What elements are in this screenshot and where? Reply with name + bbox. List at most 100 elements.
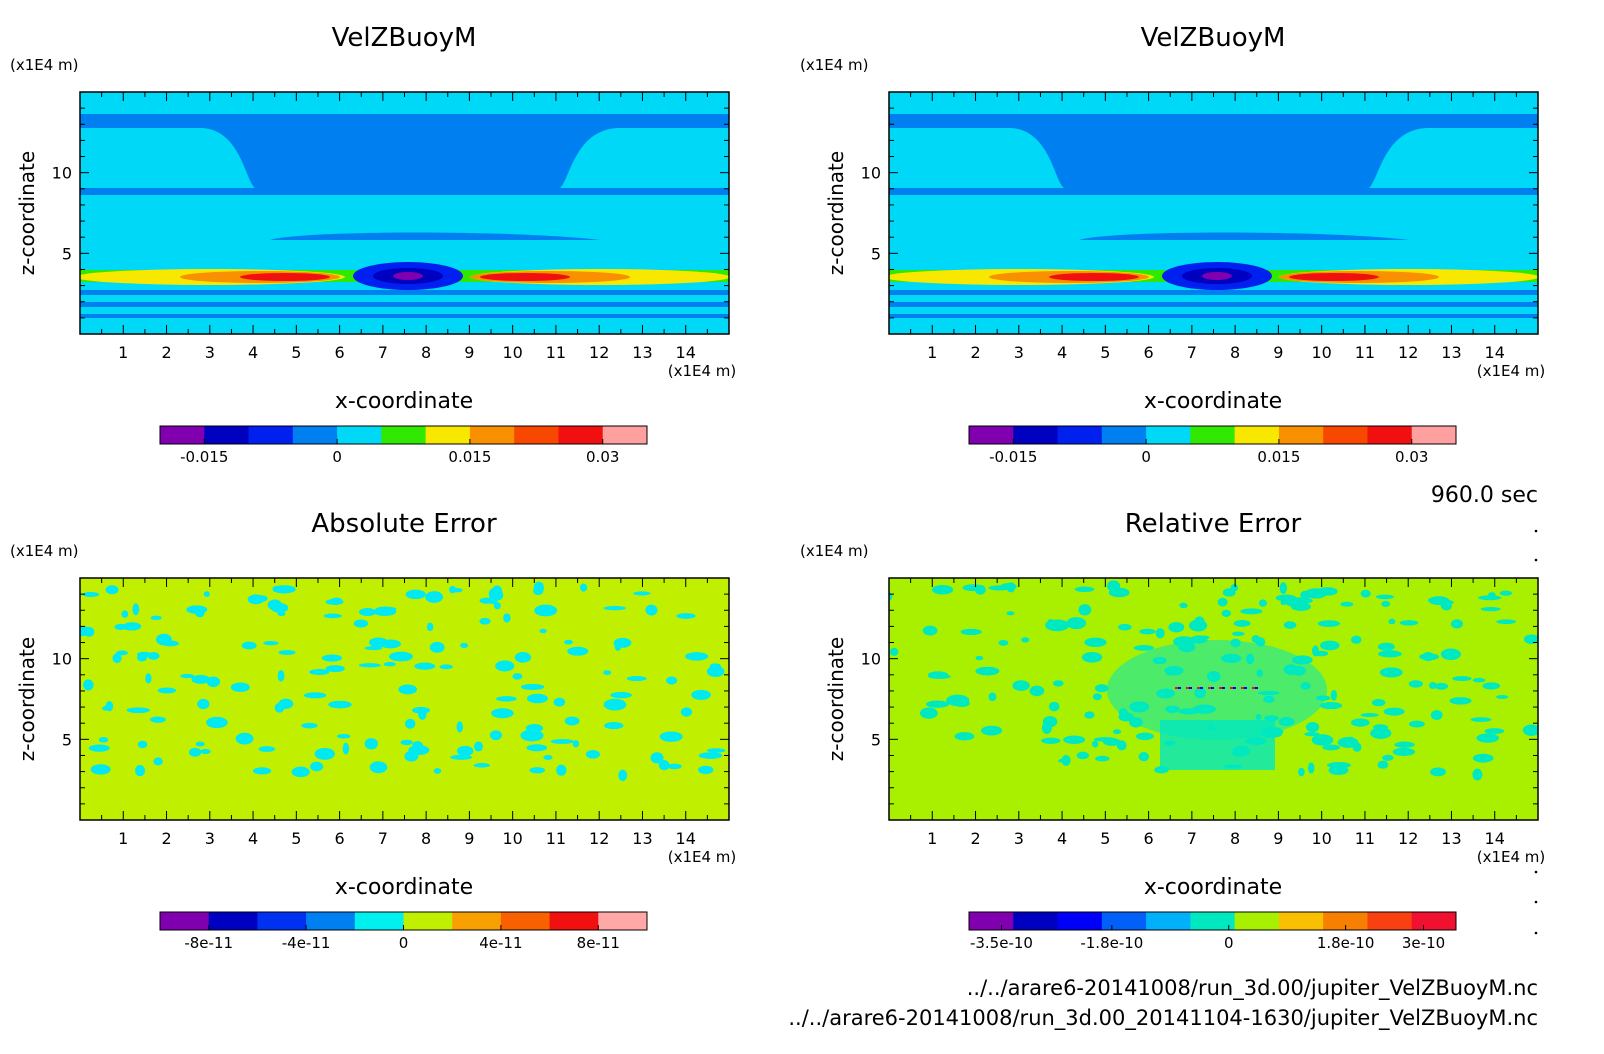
error-contour [1328, 765, 1349, 775]
error-contour [618, 769, 628, 782]
x-tick-label: 9 [464, 829, 474, 848]
x-tick-label: 1 [118, 343, 128, 362]
error-contour [353, 619, 369, 628]
error-contour [115, 650, 128, 656]
error-contour [278, 698, 294, 709]
error-contour [1496, 619, 1517, 625]
error-contour [1430, 767, 1447, 777]
error-contour [1255, 637, 1266, 647]
error-contour [291, 766, 310, 778]
error-contour [919, 707, 938, 719]
x-tick-label: 12 [1398, 343, 1418, 362]
error-contour [925, 700, 950, 708]
error-contour [496, 696, 517, 702]
error-contour [1480, 607, 1501, 612]
error-contour [1340, 601, 1354, 607]
error-contour [1154, 766, 1169, 774]
error-contour [579, 583, 588, 592]
colorbar-swatch [306, 912, 356, 930]
colorbar-swatch [1146, 912, 1191, 930]
colorbar-swatch [549, 912, 599, 930]
error-contour [1029, 685, 1045, 697]
error-contour [1304, 732, 1320, 737]
colorbar-tick-label: -4e-11 [282, 934, 331, 952]
error-contour [186, 605, 208, 614]
error-contour [433, 768, 442, 774]
error-contour [1112, 729, 1122, 735]
colorbar-swatch [160, 426, 205, 444]
error-contour [998, 639, 1009, 646]
error-contour [358, 663, 381, 668]
colorbar-swatch [1411, 426, 1457, 444]
error-contour [1258, 690, 1280, 696]
error-contour [1166, 670, 1173, 676]
colorbar-tick-label: -3.5e-10 [970, 934, 1033, 952]
colorbar-tick-label: 1.8e-10 [1317, 934, 1375, 952]
error-contour [321, 654, 343, 662]
colorbar-swatch [1190, 912, 1236, 930]
error-contour [691, 689, 711, 700]
error-contour [1164, 740, 1176, 746]
error-contour [456, 745, 474, 757]
colorbar-swatch [1101, 912, 1147, 930]
error-contour [456, 721, 463, 733]
x-tick-label: 5 [1100, 343, 1110, 362]
x-tick-label: 5 [291, 343, 301, 362]
error-contour [369, 761, 388, 774]
panel-title: Absolute Error [311, 509, 497, 539]
error-contour [1047, 618, 1054, 626]
error-contour [1399, 620, 1419, 626]
error-contour [1192, 704, 1216, 714]
x-tick-label: 4 [1057, 829, 1067, 848]
error-contour [1092, 693, 1102, 701]
x-tick-label: 4 [248, 343, 258, 362]
y-unit-label: (x1E4 m) [800, 56, 869, 74]
x-tick-label: 14 [1485, 829, 1505, 848]
x-tick-label: 6 [1144, 829, 1154, 848]
x-unit-label: (x1E4 m) [668, 848, 737, 866]
margin-dots [1534, 529, 1538, 935]
file-path-1: ../../arare6-20141008/run_3d.00/jupiter_… [967, 976, 1538, 1001]
error-contour [645, 604, 658, 616]
panel-title: VelZBuoyM [332, 23, 477, 53]
error-contour [121, 610, 129, 618]
colorbar-frame [159, 425, 648, 445]
error-contour [1298, 767, 1305, 777]
x-tick-label: 10 [502, 829, 522, 848]
colorbar-swatch [354, 912, 404, 930]
error-contour [1379, 667, 1403, 678]
error-contour [706, 665, 725, 678]
error-contour [1240, 608, 1263, 615]
x-tick-label: 8 [1230, 829, 1240, 848]
x-tick-label: 5 [291, 829, 301, 848]
colorbar-swatch [1190, 426, 1236, 444]
error-contour [525, 723, 544, 733]
error-contour [450, 588, 463, 593]
x-tick-label: 11 [1355, 343, 1375, 362]
error-contour [1232, 749, 1244, 757]
error-contour [610, 691, 632, 699]
colorbar-swatch [248, 426, 294, 444]
y-tick-label: 10 [861, 164, 881, 183]
x-tick-label: 6 [335, 829, 345, 848]
error-contour [633, 591, 651, 596]
y-axis-label: z-coordinate [824, 151, 848, 275]
error-contour [1360, 713, 1379, 718]
error-contour [520, 729, 544, 742]
x-tick-label: 2 [970, 829, 980, 848]
error-contour [1350, 718, 1370, 727]
error-contour [1081, 651, 1103, 663]
error-contour [301, 722, 318, 729]
error-contour [1452, 676, 1472, 682]
error-contour [473, 763, 490, 768]
error-contour [191, 674, 211, 684]
error-contour [1377, 760, 1389, 769]
error-contour [323, 613, 342, 619]
colorbar-swatch [381, 426, 427, 444]
error-contour [1255, 713, 1262, 721]
error-contour [88, 744, 110, 752]
x-unit-label: (x1E4 m) [668, 362, 737, 380]
error-contour [267, 599, 282, 611]
x-tick-label: 3 [205, 343, 215, 362]
error-contour [981, 725, 1003, 736]
